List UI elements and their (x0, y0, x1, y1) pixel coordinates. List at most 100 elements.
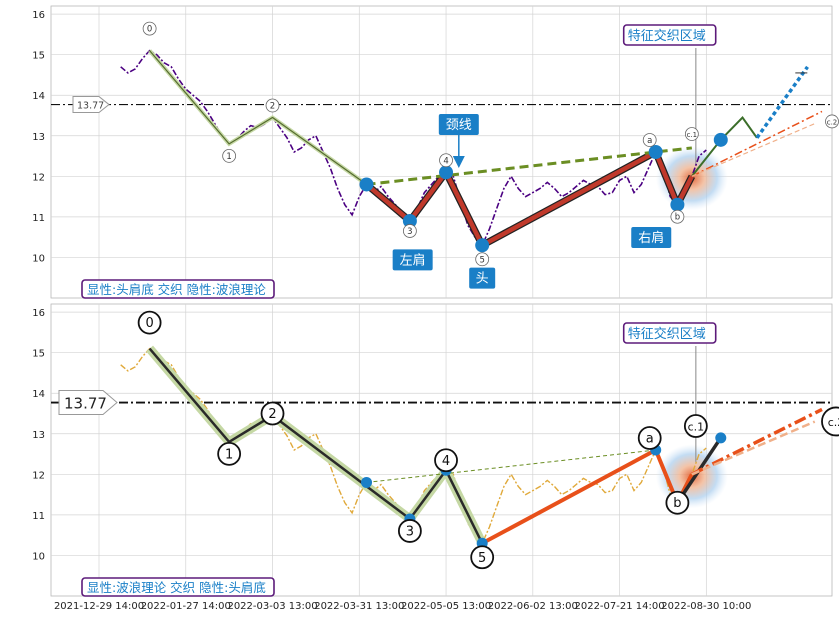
correction-line (481, 447, 694, 546)
pivot-node (359, 177, 374, 192)
head-callout-box (469, 267, 496, 289)
left-shoulder-callout-box (392, 249, 433, 271)
x-tick-label: 2022-06-02 13:00 (488, 601, 578, 612)
wave-label: 1 (225, 447, 233, 462)
wave-label-marker (265, 98, 280, 113)
wave-label: c.2 (827, 118, 838, 126)
y-tick-label: 15 (32, 349, 45, 360)
wave-label-marker (439, 153, 453, 168)
projection-line (691, 115, 758, 177)
bottom-series-layer: 13.77 特征交织区域 0 1 2 3 4 5 a b c.1 c.2 (51, 310, 839, 570)
pivot-node (715, 432, 727, 444)
projection-c2-band (691, 420, 816, 476)
wave-label-marker (684, 127, 699, 141)
zone-label-box (622, 322, 717, 344)
wave-label-marker (142, 21, 157, 36)
wave-label: 4 (442, 454, 450, 469)
wave-label: 0 (147, 25, 152, 35)
wave-label-marker (222, 148, 237, 163)
x-tick-label: 2021-12-29 14:00 (54, 601, 144, 612)
bottom-panel-label-text: 显性:波浪理论 交织 隐性:头肩底 (87, 580, 266, 595)
wave-label-marker (470, 545, 495, 570)
y-tick-label: 15 (32, 51, 45, 62)
x-tick-label: 2022-07-21 14:00 (574, 601, 664, 612)
pivot-node (361, 476, 373, 488)
top-panel-label: 显性:头肩底 交织 隐性:波浪理论 (81, 279, 275, 299)
wave-label-marker (637, 426, 662, 450)
neckline (366, 146, 693, 186)
wave-label: c.1 (687, 131, 698, 139)
pivot-node (713, 132, 728, 147)
head-callout: 头 (476, 272, 489, 287)
x-tick-label: 2022-08-30 10:00 (661, 601, 751, 612)
reference-label-box (58, 390, 118, 416)
y-tick-label: 13 (32, 132, 45, 143)
y-tick-label: 11 (32, 213, 45, 224)
zone-label: 特征交织区域 (628, 326, 706, 342)
wave-label: b (675, 213, 680, 223)
wave-line (148, 347, 484, 544)
wave-label: b (673, 496, 681, 511)
neckline-callout: 颈线 (446, 118, 472, 133)
wave-line (149, 50, 367, 185)
wave-label-marker (434, 448, 458, 473)
zone-label-box (622, 24, 717, 46)
wave-label-marker (402, 224, 417, 238)
x-tick-label: 2022-03-31 13:00 (314, 601, 404, 612)
top-panel-label-text: 显性:头肩底 交织 隐性:波浪理论 (87, 282, 266, 297)
x-tick-label: 2022-01-27 14:00 (141, 601, 231, 612)
wave-label: 3 (407, 227, 412, 237)
right-shoulder-callout-box (631, 227, 672, 249)
y-tick-label: 12 (32, 470, 45, 481)
pivot-node (402, 213, 417, 228)
wave-label-marker (821, 406, 839, 437)
y-tick-label: 12 (32, 172, 45, 183)
bottom-y-axis: 10 11 12 13 14 15 16 (32, 308, 45, 562)
wave-label: 4 (443, 156, 448, 166)
y-tick-label: 16 (32, 10, 45, 21)
wave-label: 1 (226, 152, 231, 162)
wave-label-marker (665, 490, 690, 515)
projection-c2-band (691, 123, 816, 177)
bottom-grid (51, 304, 832, 596)
wave-label-marker (260, 401, 285, 426)
wave-label-marker (397, 519, 422, 543)
wave-label-marker (137, 310, 162, 335)
wave-label-marker (217, 441, 242, 466)
wave-label: 5 (479, 255, 484, 265)
y-tick-label: 10 (32, 253, 45, 264)
wave-label: a (647, 136, 652, 146)
x-tick-label: 2022-05-05 13:00 (401, 601, 491, 612)
wave-label: a (646, 432, 654, 447)
y-tick-label: 14 (32, 91, 45, 102)
y-tick-label: 13 (32, 430, 45, 441)
reference-label: 13.77 (77, 101, 104, 112)
wave-label-marker (683, 414, 708, 438)
wave-label: 2 (270, 102, 275, 112)
pivot-node (439, 165, 454, 180)
neckline-callout-box (438, 114, 479, 135)
x-tick-label: 2022-03-03 13:00 (227, 601, 317, 612)
wave-label: 0 (145, 316, 153, 331)
zone-label: 特征交织区域 (628, 28, 706, 44)
top-y-axis: 10 11 12 13 14 15 16 (32, 10, 45, 264)
bottom-panel-label: 显性:波浪理论 交织 隐性:头肩底 (81, 577, 275, 597)
projection-target-line (755, 65, 809, 139)
pivot-node (475, 238, 490, 253)
wave-label: c.1 (688, 421, 705, 434)
top-plot-area (50, 5, 833, 299)
pivot-node (670, 197, 685, 212)
y-tick-label: 16 (32, 308, 45, 319)
wave-label: 3 (406, 524, 414, 539)
pivot-node (648, 145, 663, 159)
wave-label-marker (642, 133, 657, 147)
y-tick-label: 11 (32, 511, 45, 522)
wave-label: 2 (268, 407, 276, 422)
reference-label: 13.77 (64, 395, 107, 413)
projection-c2-line (691, 407, 823, 476)
